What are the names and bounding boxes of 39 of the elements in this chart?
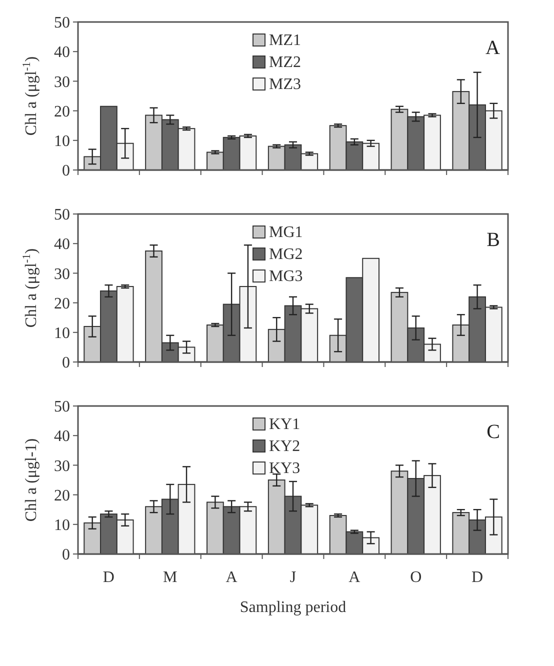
annotation: C [486,421,500,443]
y-tick-label: 0 [62,354,70,372]
y-tick-label: 40 [54,236,70,254]
y-tick-label: 0 [62,546,70,564]
y-tick-label: 20 [54,295,70,312]
y-tick-label: 30 [54,458,70,475]
x-tick-label: D [472,569,484,586]
legend-label: KY3 [269,460,300,477]
y-tick-label: 40 [54,428,70,446]
y-tick-label: 10 [54,133,70,150]
y-tick-label: 40 [54,44,70,62]
x-tick-label: J [290,569,296,586]
legend-label: KY2 [269,438,300,455]
legend-label: MG2 [269,246,303,263]
x-tick-label: A [226,569,238,586]
y-axis-title: Chl a (μgl-1) [23,438,40,522]
legend-label: MZ1 [269,32,301,49]
x-tick-label: D [102,569,114,586]
y-tick-label: 10 [54,325,70,342]
x-axis-title: Sampling period [240,599,346,616]
legend-label: MZ3 [269,76,301,93]
legend-label: MG3 [269,268,303,285]
y-tick-label: 20 [54,103,70,120]
legend-label: MG1 [269,224,303,241]
y-tick-label: 50 [54,398,70,416]
y-tick-label: 30 [54,266,70,283]
y-tick-label: 50 [54,14,70,32]
legend-label: KY1 [269,416,300,433]
annotation: B [486,229,500,251]
x-tick-label: O [410,569,422,586]
y-tick-label: 10 [54,517,70,534]
legend-label: MZ2 [269,54,301,71]
x-tick-label: A [348,569,361,586]
y-tick-label: 30 [54,74,70,91]
y-tick-label: 0 [62,162,70,180]
x-tick-label: M [163,569,178,586]
y-tick-label: 20 [54,487,70,504]
annotation: A [486,37,501,59]
y-tick-label: 50 [54,206,70,224]
